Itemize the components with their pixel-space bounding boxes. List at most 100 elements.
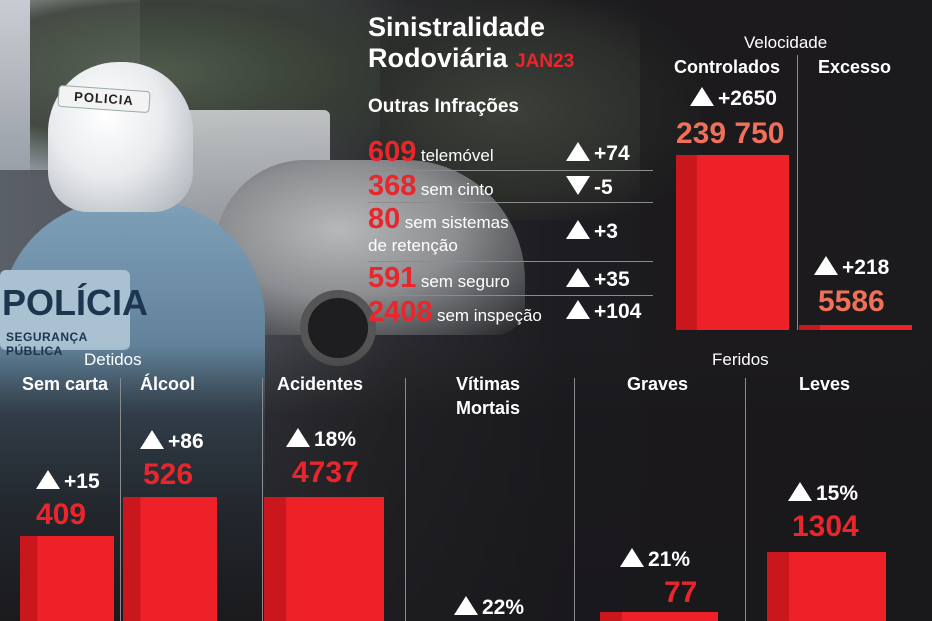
vest-panel-backdrop — [0, 270, 130, 350]
value-label-acidentes: 4737 — [292, 456, 359, 489]
infraction-label: sem sistemas — [404, 213, 509, 232]
change-value: +2650 — [718, 87, 777, 110]
change-acidentes: 18% — [286, 428, 356, 452]
change-value: 22% — [482, 596, 525, 619]
change-value: 21% — [648, 548, 691, 571]
column-divider — [574, 378, 575, 621]
infraction-row-telemovel: 609 telemóvel — [368, 136, 494, 169]
change-vitimas-mortais: 22% — [454, 596, 524, 620]
change-alcool: +86 — [140, 430, 204, 454]
value-label-alcool: 526 — [143, 458, 194, 491]
row-divider — [368, 202, 653, 203]
arrow-up-icon — [690, 87, 714, 106]
category-label-vitimas: Vítimas — [456, 374, 521, 394]
speed-change-excesso: +218 — [814, 256, 889, 280]
infraction-value: 2408 — [368, 296, 433, 328]
bar-alcool — [123, 497, 217, 621]
arrow-up-icon — [140, 430, 164, 449]
vest-text: POLÍCIA — [2, 282, 149, 323]
speed-change-controlados: +2650 — [690, 87, 777, 111]
helmet-backdrop — [48, 62, 193, 212]
infraction-change-telemovel: +74 — [566, 142, 630, 166]
bar-sem-carta — [20, 536, 114, 621]
infractions-heading: Outras Infrações — [368, 96, 519, 117]
feridos-group-label: Feridos — [712, 350, 769, 369]
value-label-leves: 1304 — [792, 510, 859, 543]
arrow-up-icon — [566, 220, 590, 239]
column-divider — [262, 378, 263, 621]
column-divider — [120, 378, 121, 621]
infraction-label: telemóvel — [420, 146, 494, 165]
infraction-label-line2: de retenção — [368, 236, 458, 255]
bar-controlados — [676, 155, 789, 330]
speed-value-controlados: 239 750 — [676, 117, 785, 150]
change-value: +218 — [842, 256, 890, 279]
infraction-row-sem-seguro: 591 sem seguro — [368, 262, 510, 295]
title-line2-text: Rodoviária — [368, 43, 508, 73]
infraction-value: 609 — [368, 136, 417, 168]
bar-graves — [600, 612, 718, 621]
row-divider — [368, 170, 653, 171]
infraction-value: 591 — [368, 262, 417, 294]
infraction-row-sem-inspecao: 2408 sem inspeção — [368, 296, 542, 329]
infraction-label: sem seguro — [420, 272, 510, 291]
change-value: +35 — [594, 268, 630, 291]
bar-excesso — [799, 325, 912, 330]
row-divider — [368, 261, 653, 262]
change-sem-carta: +15 — [36, 470, 100, 494]
arrow-up-icon — [814, 256, 838, 275]
category-label-alcool: Álcool — [140, 374, 196, 394]
speed-col-excesso: Excesso — [818, 57, 892, 77]
infraction-change-sem-inspecao: +104 — [566, 300, 641, 324]
arrow-up-icon — [286, 428, 310, 447]
speed-value-excesso: 5586 — [818, 285, 885, 318]
change-value: +15 — [64, 470, 100, 493]
infraction-row-sistemas-retencao: 80 sem sistemas — [368, 203, 509, 236]
infraction-label: sem cinto — [420, 180, 494, 199]
speed-col-controlados: Controlados — [674, 57, 780, 77]
arrow-up-icon — [566, 142, 590, 161]
change-value: +3 — [594, 220, 618, 243]
category-label-graves: Graves — [627, 374, 689, 394]
crashed-car-backdrop — [215, 160, 525, 335]
column-divider — [745, 378, 746, 621]
change-value: +74 — [594, 142, 630, 165]
bar-acidentes — [264, 497, 384, 621]
arrow-down-icon — [566, 176, 590, 195]
category-label-leves: Leves — [799, 374, 851, 394]
infraction-value: 80 — [368, 203, 401, 235]
infraction-row-sem-cinto: 368 sem cinto — [368, 170, 494, 203]
arrow-up-icon — [620, 548, 644, 567]
arrow-up-icon — [454, 596, 478, 615]
change-value: -5 — [594, 176, 613, 199]
value-label-sem-carta: 409 — [36, 498, 87, 531]
title-line2: Rodoviária JAN23 — [368, 43, 574, 74]
infraction-change-sem-seguro: +35 — [566, 268, 630, 292]
speed-divider — [797, 55, 798, 330]
infraction-change-sistemas-retencao: +3 — [566, 220, 618, 244]
change-value: 15% — [816, 482, 859, 505]
row-divider — [368, 295, 653, 296]
category-label-sem-carta: Sem carta — [22, 374, 109, 394]
category-label-mortais: Mortais — [456, 398, 521, 418]
value-label-graves: 77 — [664, 576, 698, 609]
bar-leves — [767, 552, 886, 621]
change-value: +104 — [594, 300, 642, 323]
title-line1: Sinistralidade — [368, 12, 546, 42]
change-value: 18% — [314, 428, 357, 451]
detidos-group-label: Detidos — [84, 350, 142, 369]
change-value: +86 — [168, 430, 204, 453]
arrow-up-icon — [566, 268, 590, 287]
category-label-acidentes: Acidentes — [277, 374, 364, 394]
infraction-label: sem inspeção — [436, 306, 542, 325]
period-label: JAN23 — [515, 51, 575, 72]
arrow-up-icon — [788, 482, 812, 501]
change-leves: 15% — [788, 482, 858, 506]
arrow-up-icon — [36, 470, 60, 489]
arrow-up-icon — [566, 300, 590, 319]
infraction-value: 368 — [368, 170, 417, 202]
infraction-change-sem-cinto: -5 — [566, 176, 613, 200]
speed-group-label: Velocidade — [744, 33, 828, 52]
column-divider — [405, 378, 406, 621]
